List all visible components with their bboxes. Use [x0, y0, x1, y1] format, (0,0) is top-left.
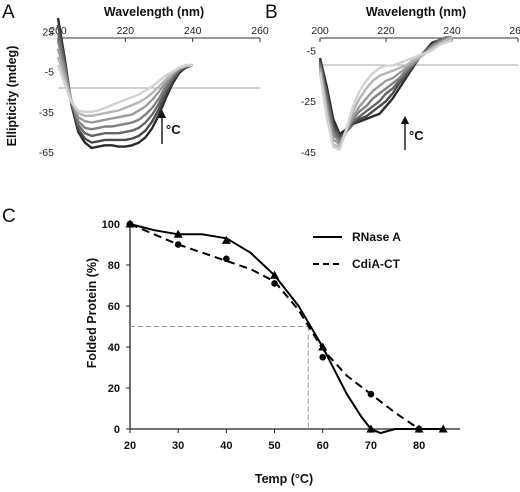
panel-label-b: B: [265, 2, 278, 23]
panel-label-a: A: [2, 2, 15, 23]
panel-a-spectrum-line: [56, 48, 193, 124]
panel-b-spectrum-line: [318, 36, 452, 143]
panel-a-x-axis-title: Wavelength (nm): [104, 5, 204, 19]
panel-c-x-tick-label: 50: [268, 440, 280, 452]
panel-b-x-tick-label: 220: [377, 25, 395, 37]
rnase-a-curve: [129, 223, 444, 435]
panel-b-temperature-label: °C: [409, 128, 424, 143]
panel-a-spectrum-line: [56, 17, 194, 150]
panel-b-y-tick-label: -5: [307, 45, 316, 57]
panel-c-y-tick-label: 20: [108, 383, 120, 395]
panel-c-y-tick-label: 60: [108, 301, 120, 313]
panel-b-x-tick-label: 260: [509, 25, 520, 37]
panel-c-y-tick-label: 80: [108, 260, 120, 272]
panel-label-c: C: [2, 206, 16, 227]
panel-b-x-tick-label: 240: [443, 25, 461, 37]
chart-panel-b: Wavelength (nm) 200 220 240 260 -5 -25 -45 °C: [301, 5, 520, 159]
panel-c-x-tick-label: 70: [365, 440, 377, 452]
panel-c-y-tick-label: 100: [102, 219, 120, 231]
panel-a-temperature-label: °C: [166, 122, 181, 137]
cdia-ct-data-point: [174, 241, 182, 248]
panel-b-x-tick-label: 200: [311, 25, 329, 37]
legend-label-cdia: CdiA-CT: [352, 257, 401, 271]
panel-c-x-tick-label: 40: [220, 440, 232, 452]
cdia-ct-data-point: [415, 425, 423, 433]
panel-c-legend: RNase A CdiA-CT: [313, 230, 401, 271]
panel-c-x-tick-label: 60: [317, 440, 329, 452]
panel-c-x-tick-label: 80: [413, 440, 425, 452]
cdia-ct-data-point: [271, 280, 278, 287]
panel-c-x-axis-title: Temp (°C): [255, 472, 313, 486]
panel-a-spectrum-line: [56, 56, 193, 117]
panel-a-x-tick-label: 260: [251, 25, 269, 37]
panel-b-y-tick-label: -45: [301, 147, 316, 159]
panel-a-y-tick-label: -35: [39, 107, 54, 119]
panel-a-spectrum-line: [56, 24, 194, 144]
legend-label-rnase: RNase A: [352, 230, 401, 244]
chart-panel-a: Wavelength (nm) Ellipticity (mdeg) 200 22…: [5, 5, 269, 159]
panel-c-y-tick-label: 40: [108, 342, 120, 354]
cdia-ct-data-point: [126, 220, 134, 228]
panel-b-y-tick-label: -25: [301, 96, 316, 108]
panel-b-x-axis-title: Wavelength (nm): [366, 5, 466, 19]
rnase-a-data-point: [366, 424, 376, 433]
panel-a-x-tick-label: 220: [117, 25, 135, 37]
rnase-a-data-point: [270, 270, 280, 279]
rnase-a-data-point: [221, 235, 231, 244]
panel-a-spectrum-line: [56, 32, 193, 138]
panel-a-spectrum-line: [56, 63, 193, 113]
panel-c-x-tick-label: 30: [172, 440, 184, 452]
panel-b-spectrum-line: [318, 36, 453, 146]
panel-b-spectrum-line: [318, 39, 453, 151]
panel-a-y-axis-title: Ellipticity (mdeg): [5, 46, 19, 147]
panel-c-y-axis-title: Folded Protein (%): [85, 258, 99, 368]
panel-a-spectrum-line: [56, 40, 193, 131]
panel-a-x-tick-label: 240: [184, 25, 202, 37]
panel-a-y-tick-label: -65: [39, 147, 54, 159]
cdia-ct-data-point: [223, 255, 230, 263]
cdia-ct-data-point: [319, 353, 327, 361]
panel-c-x-tick-label: 20: [124, 440, 136, 452]
rnase-a-data-point: [173, 229, 183, 238]
rnase-a-data-point: [318, 342, 328, 351]
panel-a-y-tick-label: -5: [45, 67, 54, 79]
panel-b-spectrum-line: [318, 36, 452, 136]
rnase-a-data-point: [438, 424, 448, 433]
panel-c-y-tick-label: 0: [114, 424, 120, 436]
panel-a-y-tick-label: 25: [42, 26, 54, 38]
cdia-ct-data-point: [367, 390, 375, 398]
chart-panel-c: Folded Protein (%) Temp (°C) 20 30 40 50 60 7…: [85, 219, 460, 486]
